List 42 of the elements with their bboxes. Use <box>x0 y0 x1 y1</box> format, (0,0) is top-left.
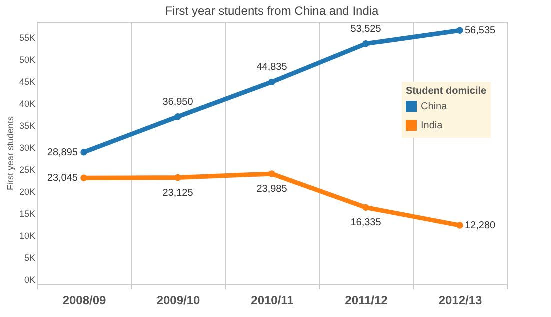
point <box>456 27 464 34</box>
legend-title: Student domicile <box>406 86 487 97</box>
x-tick-label: 2010/11 <box>251 294 294 308</box>
data-label: 23,125 <box>162 188 194 199</box>
data-label: 56,535 <box>465 26 496 37</box>
data-label: 23,985 <box>256 184 288 195</box>
y-tick-label: 40K <box>19 98 36 109</box>
y-tick-label: 20K <box>19 187 36 198</box>
x-tick-label: 2012/13 <box>438 294 483 308</box>
point <box>174 174 182 182</box>
legend-label: China <box>421 102 448 112</box>
y-tick-label: 35K <box>19 120 36 131</box>
legend-label: India <box>421 120 444 132</box>
y-tick-label: 25K <box>19 165 36 176</box>
data-label: 12,280 <box>465 220 496 232</box>
point <box>174 114 182 120</box>
point <box>456 222 464 229</box>
point <box>268 170 276 178</box>
point <box>268 78 276 86</box>
y-tick-label: 15K <box>19 209 36 220</box>
data-label: 44,835 <box>256 62 288 74</box>
y-axis-title: First year students <box>5 116 16 191</box>
data-label: 23,045 <box>47 173 78 184</box>
point <box>362 40 370 48</box>
point <box>80 174 88 182</box>
y-tick-label: 10K <box>19 231 36 242</box>
y-tick-label: 0K <box>24 275 36 286</box>
data-label: 28,895 <box>47 147 78 158</box>
y-tick-label: 30K <box>19 142 36 153</box>
x-tick-label: 2011/12 <box>345 294 388 308</box>
point <box>80 149 88 156</box>
chart-title: First year students from China and India <box>165 4 380 18</box>
y-tick-label: 50K <box>19 54 36 65</box>
data-label: 53,525 <box>350 24 382 35</box>
x-tick-label: 2008/09 <box>62 294 107 308</box>
y-tick-label: 55K <box>19 32 36 43</box>
data-label: 36,950 <box>162 96 194 108</box>
y-tick-label: 5K <box>24 253 36 264</box>
point <box>362 204 370 212</box>
y-tick-label: 45K <box>19 76 36 87</box>
x-tick-label: 2009/10 <box>156 294 201 308</box>
data-label: 16,335 <box>350 218 382 229</box>
